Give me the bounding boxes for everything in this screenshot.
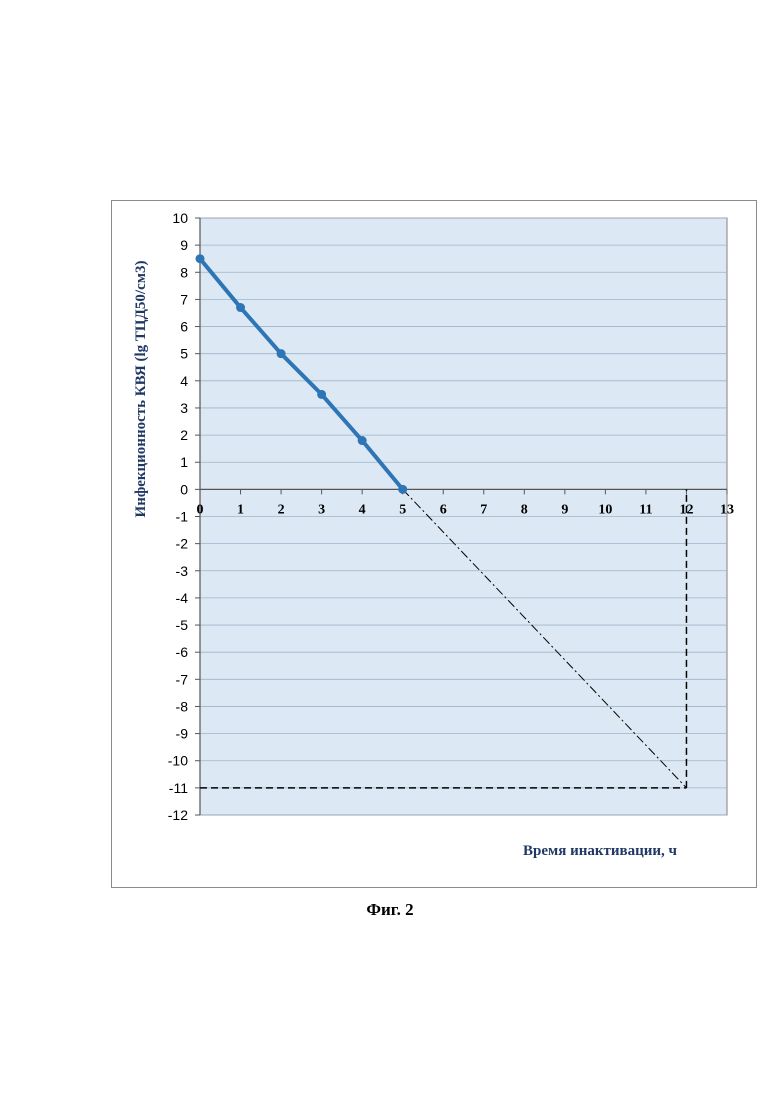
x-tick-label: 7: [480, 502, 487, 517]
x-axis-title: Время инактивации, ч: [523, 843, 678, 859]
inactivation-chart: 109876543210-1-2-3-4-5-6-7-8-9-10-11-12 …: [112, 201, 758, 889]
y-tick-label: -9: [176, 726, 189, 742]
x-tick-label: 8: [521, 502, 528, 517]
y-tick-label: -4: [176, 590, 189, 606]
y-tick-label: 3: [180, 400, 188, 416]
figure-caption: Фиг. 2: [0, 900, 780, 920]
x-tick-label: 3: [318, 502, 325, 517]
x-tick-label: 10: [598, 502, 612, 517]
y-tick-label: -5: [176, 617, 189, 633]
y-tick-label: -10: [168, 753, 188, 769]
y-tick-label: -8: [176, 698, 189, 714]
data-point: [358, 436, 367, 445]
y-tick-label: -7: [176, 671, 189, 687]
x-tick-label: 6: [440, 502, 447, 517]
y-tick-label: 2: [180, 427, 188, 443]
y-tick-label: 9: [180, 237, 188, 253]
y-axis-title: Инфекционность КВЯ (lg ТЦД50/см3): [133, 261, 149, 518]
y-tick-labels: 109876543210-1-2-3-4-5-6-7-8-9-10-11-12: [168, 210, 188, 823]
x-tick-label: 2: [278, 502, 285, 517]
data-point: [317, 390, 326, 399]
x-tick-label: 0: [197, 502, 204, 517]
data-point: [277, 349, 286, 358]
y-tick-label: -1: [176, 509, 189, 525]
data-point: [236, 303, 245, 312]
y-tick-label: 10: [172, 210, 188, 226]
x-tick-label: 11: [639, 502, 652, 517]
y-tick-label: 6: [180, 319, 188, 335]
x-tick-label: 5: [399, 502, 406, 517]
y-tick-label: 1: [180, 454, 188, 470]
y-tick-label: 5: [180, 346, 188, 362]
y-tick-label: 7: [180, 291, 188, 307]
y-tick-label: -3: [176, 563, 189, 579]
x-tick-label: 13: [720, 502, 734, 517]
data-point: [398, 485, 407, 494]
x-tick-label: 12: [679, 502, 693, 517]
x-tick-label: 1: [237, 502, 244, 517]
x-tick-label: 9: [561, 502, 568, 517]
y-tick-label: -11: [169, 780, 188, 796]
figure-frame: 109876543210-1-2-3-4-5-6-7-8-9-10-11-12 …: [111, 200, 757, 888]
y-tick-label: 4: [180, 373, 188, 389]
y-tick-label: -12: [168, 807, 188, 823]
y-tick-label: -2: [176, 536, 189, 552]
y-tick-label: 8: [180, 264, 188, 280]
y-tick-label: 0: [180, 481, 188, 497]
data-point: [196, 254, 205, 263]
x-tick-label: 4: [359, 502, 366, 517]
y-tick-label: -6: [176, 644, 189, 660]
